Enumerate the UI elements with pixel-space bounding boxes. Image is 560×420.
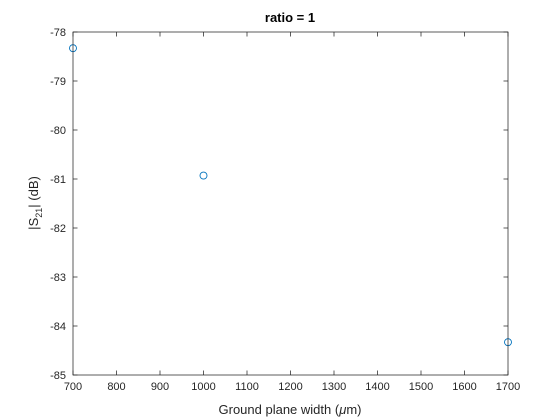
x-axis-label-mu: μ (338, 402, 346, 417)
x-tick-label: 800 (107, 381, 125, 393)
x-tick-label: 900 (151, 381, 169, 393)
y-axis-label-sub: 21 (34, 208, 44, 218)
y-axis-label: |S21| (dB) (26, 176, 44, 230)
x-tick-label: 1000 (191, 381, 215, 393)
x-tick-label: 1500 (409, 381, 433, 393)
plot-area (73, 32, 508, 375)
x-axis-label-text: Ground plane width ( (219, 402, 340, 417)
plot-frame (72, 31, 509, 376)
y-tick-label: -78 (50, 27, 66, 39)
x-tick-label: 1100 (235, 381, 259, 393)
ticks-layer: 700 800 900 1000 1100 1200 1300 1400 1500 1600 170… (50, 27, 520, 393)
x-tick-label: 1400 (365, 381, 389, 393)
x-tick-label: 1300 (322, 381, 346, 393)
y-axis-label-prefix: |S (26, 217, 41, 229)
x-axis-label-unit: m) (346, 402, 361, 417)
y-tick-label: -82 (50, 223, 66, 235)
y-tick-label: -83 (50, 272, 66, 284)
y-tick-label: -79 (50, 76, 66, 88)
y-axis-label-suffix: | (dB) (26, 176, 41, 208)
y-tick-label: -84 (50, 321, 66, 333)
y-tick-label: -81 (50, 174, 66, 186)
y-tick-label: -80 (50, 125, 66, 137)
data-point (199, 171, 208, 180)
x-tick-label: 1600 (452, 381, 476, 393)
y-tick-label: -85 (50, 370, 66, 382)
x-tick-label: 1200 (278, 381, 302, 393)
chart-title: ratio = 1 (265, 10, 315, 25)
x-axis-label: Ground plane width (μm) (219, 402, 362, 417)
x-tick-label: 700 (64, 381, 82, 393)
x-tick-label: 1700 (496, 381, 520, 393)
